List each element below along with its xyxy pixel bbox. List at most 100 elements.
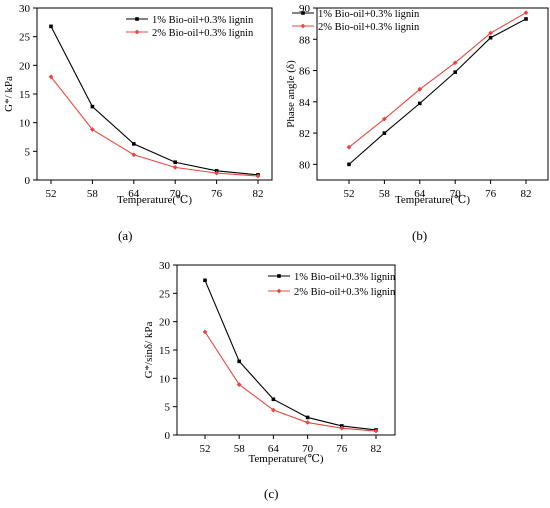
- y-axis-label: Phase angle (δ): [285, 60, 297, 128]
- y-tick-label: 10: [19, 118, 31, 130]
- x-tick-label: 52: [46, 188, 57, 200]
- y-tick-label: 82: [299, 128, 310, 140]
- y-tick-label: 86: [299, 66, 311, 78]
- y-tick-label: 88: [299, 34, 311, 46]
- x-axis-label: Temperature(℃): [248, 453, 323, 465]
- y-tick-label: 0: [25, 175, 31, 187]
- data-point: [90, 104, 95, 109]
- data-point: [132, 142, 136, 146]
- caption-c: (c): [264, 486, 279, 501]
- series-line: [348, 12, 527, 148]
- data-point: [48, 74, 54, 80]
- caption-a: (a): [118, 228, 133, 243]
- legend-swatch-marker: [301, 11, 305, 15]
- data-point: [347, 162, 351, 167]
- data-point: [305, 415, 310, 420]
- y-tick-label: 30: [19, 3, 31, 15]
- x-tick-label: 52: [344, 188, 355, 200]
- legend-swatch-marker: [276, 288, 282, 294]
- x-axis-label: Temperature(℃): [395, 194, 470, 206]
- x-tick-label: 82: [253, 188, 264, 200]
- data-point: [255, 173, 261, 179]
- data-point: [271, 407, 276, 413]
- series-line: [204, 280, 377, 431]
- y-tick-label: 0: [165, 430, 171, 442]
- legend-swatch-marker: [135, 17, 139, 21]
- x-tick-label: 82: [371, 443, 382, 455]
- data-point: [203, 278, 207, 283]
- x-tick-label: 58: [87, 188, 99, 200]
- x-tick-label: 76: [336, 443, 348, 455]
- x-tick-label: 76: [485, 188, 497, 200]
- y-tick-label: 25: [159, 288, 171, 300]
- y-tick-label: 80: [299, 159, 311, 171]
- series-line: [50, 26, 259, 176]
- legend-swatch-marker: [300, 23, 306, 29]
- y-tick-label: 5: [165, 402, 171, 414]
- y-tick-label: 5: [25, 146, 31, 158]
- data-point: [173, 160, 177, 165]
- data-point: [382, 131, 387, 135]
- chart-panel-b: 80 82 84 86 88 90 52 58 64 70 76 82 Temperature(℃) Ph…: [280, 0, 550, 215]
- x-tick-label: 58: [234, 443, 246, 455]
- x-tick-label: 64: [128, 188, 140, 200]
- x-tick-label: 70: [302, 443, 314, 455]
- data-point: [339, 425, 345, 431]
- y-tick-label: 90: [299, 3, 311, 15]
- x-tick-label: 64: [414, 188, 426, 200]
- legend-label: 1% Bio-oil+0.3% lignin: [294, 272, 396, 283]
- legend-label: 1% Bio-oil+0.3% lignin: [318, 9, 420, 20]
- series-line: [204, 331, 377, 432]
- y-tick-label: 30: [159, 260, 171, 272]
- series-line: [50, 76, 259, 177]
- plot-frame: [316, 7, 549, 181]
- chart-panel-c: 0 5 10 15 20 25 30 52 58 64 70 76 82 Temperature(℃) G*…: [140, 255, 420, 475]
- data-point: [524, 17, 528, 21]
- x-tick-label: 70: [450, 188, 462, 200]
- y-tick-label: 10: [159, 373, 171, 385]
- y-axis-label: G*/ kPa: [3, 76, 15, 112]
- data-point: [382, 116, 387, 122]
- data-point: [131, 152, 137, 158]
- chart-c-svg: 0 5 10 15 20 25 30 52 58 64 70 76 82 Temperature(℃) G*…: [143, 260, 396, 465]
- data-point: [417, 86, 423, 92]
- series-line: [348, 18, 527, 165]
- data-point: [202, 329, 208, 335]
- caption-b: (b): [412, 228, 428, 243]
- data-point: [452, 60, 458, 66]
- y-tick-label: 20: [19, 60, 31, 72]
- data-point: [214, 170, 219, 176]
- y-tick-label: 15: [19, 89, 31, 101]
- legend-label: 2% Bio-oil+0.3% lignin: [152, 28, 254, 39]
- x-tick-label: 64: [268, 443, 280, 455]
- y-axis-label: G*/sinδ/ kPa: [143, 321, 155, 378]
- x-tick-label: 58: [379, 188, 391, 200]
- y-tick-label: 25: [19, 32, 31, 44]
- chart-panel-a: 0 5 10 15 20 25 30 52 58 64 70 76 82 Temperature(℃) G*…: [0, 0, 275, 215]
- legend-label: 1% Bio-oil+0.3% lignin: [152, 15, 254, 26]
- data-point: [271, 397, 276, 402]
- chart-a-svg: 0 5 10 15 20 25 30 52 58 64 70 76 82 Temperature(℃) G*…: [3, 3, 273, 206]
- data-point: [236, 382, 242, 387]
- data-point: [172, 164, 178, 170]
- data-point: [305, 420, 310, 425]
- x-tick-label: 82: [521, 188, 532, 200]
- data-point: [90, 127, 95, 132]
- data-point: [237, 359, 241, 364]
- chart-b-svg: 80 82 84 86 88 90 52 58 64 70 76 82 Temperature(℃) Ph…: [285, 3, 549, 206]
- legend-swatch-marker: [277, 274, 281, 278]
- data-point: [488, 35, 493, 40]
- legend-swatch-marker: [134, 29, 140, 35]
- y-tick-label: 15: [159, 345, 171, 357]
- x-tick-label: 70: [170, 188, 182, 200]
- data-point: [49, 24, 53, 29]
- x-tick-label: 52: [200, 443, 211, 455]
- legend-label: 2% Bio-oil+0.3% lignin: [318, 22, 420, 33]
- data-point: [418, 101, 422, 106]
- x-axis-label: Temperature(℃): [117, 194, 192, 206]
- y-tick-label: 84: [299, 97, 311, 109]
- y-tick-label: 20: [159, 317, 171, 329]
- data-point: [453, 70, 457, 74]
- data-point: [488, 30, 493, 36]
- legend-label: 2% Bio-oil+0.3% lignin: [294, 287, 396, 298]
